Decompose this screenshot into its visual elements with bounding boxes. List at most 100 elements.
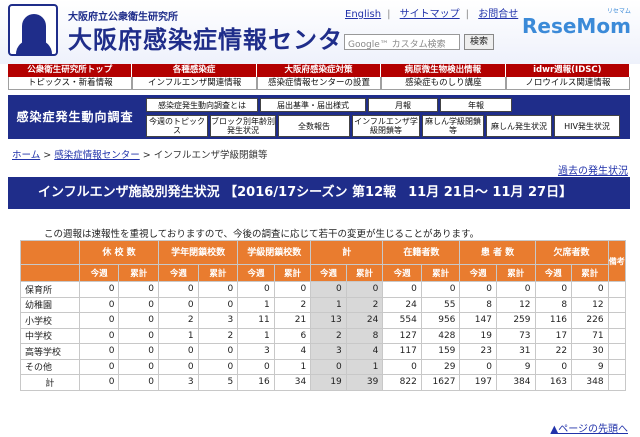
table-cell: 21 — [273, 312, 312, 329]
table-cell: 384 — [495, 374, 536, 391]
table-cell: 0 — [237, 281, 275, 298]
table-cell: 34 — [273, 374, 312, 391]
nav-osaka-measures[interactable]: 大阪府感染症対策 — [256, 64, 382, 77]
remarks-cell — [607, 374, 627, 391]
table-cell: 1 — [345, 358, 384, 375]
subheader-this-week: 今週 — [459, 264, 497, 282]
full-report-button[interactable]: 全数報告 — [278, 115, 350, 137]
brand-sub: リセマム — [606, 8, 631, 15]
subheader-this-week: 今週 — [310, 264, 347, 282]
remarks-cell — [607, 296, 627, 313]
criteria-button[interactable]: 届出基準・届出様式 — [260, 98, 366, 112]
table-cell: 2 — [273, 296, 312, 313]
hiv-status-button[interactable]: HIV発生状況 — [554, 115, 620, 137]
table-cell: 39 — [345, 374, 384, 391]
sitemap-link[interactable]: サイトマップ — [399, 9, 460, 20]
table-cell: 0 — [534, 281, 573, 298]
search-button[interactable]: 検索 — [464, 34, 494, 50]
survey-panel: 感染症発生動向調査 感染症発生動向調査とは 届出基準・届出様式 月報 年報 今週… — [8, 95, 630, 139]
table-cell: 0 — [495, 281, 536, 298]
subheader-this-week: 今週 — [534, 264, 573, 282]
table-cell: 8 — [534, 296, 573, 313]
nav-infectious-diseases[interactable]: 各種感染症 — [132, 64, 257, 77]
table-cell: 147 — [459, 312, 497, 329]
table-cell: 3 — [310, 343, 347, 360]
nav-norovirus[interactable]: ノロウイルス関連情報 — [505, 77, 631, 90]
table-cell: 0 — [78, 296, 120, 313]
header-absent: 欠席者数 — [534, 240, 609, 265]
breadcrumb-sep: > — [40, 150, 55, 161]
english-link[interactable]: English — [345, 9, 382, 20]
header-grade-closure: 学年閉鎖校数 — [158, 240, 239, 265]
table-cell: 0 — [118, 343, 160, 360]
table-row: 計 0 0 3 5 16 34 19 39 822 1627 197 384 163 348 — [20, 374, 627, 391]
subheader-blank — [20, 264, 80, 282]
nav-influenza-info[interactable]: インフルエンザ関連情報 — [132, 77, 257, 90]
table-cell: 0 — [534, 358, 573, 375]
row-label: 中学校 — [20, 327, 80, 344]
monthly-report-button[interactable]: 月報 — [368, 98, 438, 112]
org-title[interactable]: 大阪府感染症情報センター — [68, 26, 368, 54]
table-cell: 0 — [78, 327, 120, 344]
table-cell: 163 — [534, 374, 573, 391]
subheader-this-week: 今週 — [78, 264, 120, 282]
table-cell: 13 — [310, 312, 347, 329]
table-cell: 0 — [78, 281, 120, 298]
table-row: 中学校 0 0 1 2 1 6 2 8 127 428 19 73 17 71 — [20, 327, 627, 344]
subheader-cumulative: 累計 — [118, 264, 160, 282]
nav-pathogen-info[interactable]: 病原微生物検出情報 — [381, 64, 506, 77]
banner-title: インフルエンザ施設別発生状況 【2016/17シーズン 第12報 — [38, 185, 397, 200]
table-row: 幼稚園 0 0 0 0 1 2 1 2 24 55 8 12 8 12 — [20, 296, 627, 313]
table-cell: 1 — [273, 358, 312, 375]
row-label: 高等学校 — [20, 343, 80, 360]
table-cell: 0 — [382, 358, 422, 375]
table-cell: 0 — [382, 281, 422, 298]
table-cell: 0 — [118, 327, 160, 344]
table-cell: 0 — [420, 281, 461, 298]
breadcrumb-center[interactable]: 感染症情報センター — [54, 150, 140, 161]
institute-logo[interactable] — [8, 4, 58, 56]
nav-topics[interactable]: トピックス・新着情報 — [8, 77, 133, 90]
table-cell: 428 — [420, 327, 461, 344]
influenza-closure-button[interactable]: インフルエンザ学級閉鎖等 — [352, 115, 420, 137]
table-cell: 16 — [237, 374, 275, 391]
nav-idwr[interactable]: idwr週報(IDSC) — [505, 64, 631, 77]
table-cell: 1 — [158, 327, 199, 344]
measles-status-button[interactable]: 麻しん発生状況 — [486, 115, 552, 137]
influenza-table: 休 校 数 学年閉鎖校数 学級閉鎖校数 計 在籍者数 患 者 数 欠席者数 備考… — [20, 240, 627, 391]
nav-lecture[interactable]: 感染症ものしり講座 — [381, 77, 506, 90]
past-status-link[interactable]: 過去の発生状況 — [558, 166, 628, 177]
contact-link[interactable]: お問合せ — [478, 9, 519, 20]
row-label: 幼稚園 — [20, 296, 80, 313]
breadcrumb-home[interactable]: ホーム — [12, 150, 41, 161]
table-cell: 2 — [158, 312, 199, 329]
table-row: 高等学校 0 0 0 0 3 4 3 4 117 159 23 31 22 30 — [20, 343, 627, 360]
header-blank — [20, 240, 80, 265]
table-cell: 8 — [459, 296, 497, 313]
nav-institute-top[interactable]: 公衆衛生研究所トップ — [8, 64, 133, 77]
page-top-link[interactable]: ▲ページの先頭へ — [550, 424, 629, 435]
weekly-topics-button[interactable]: 今週のトピックス — [146, 115, 208, 137]
remarks-cell — [607, 358, 627, 375]
table-cell: 127 — [382, 327, 422, 344]
table-cell: 5 — [197, 374, 239, 391]
survey-about-button[interactable]: 感染症発生動向調査とは — [146, 98, 258, 112]
table-cell: 0 — [78, 358, 120, 375]
search-input[interactable]: Google™ カスタム検索 — [344, 34, 460, 50]
subheader-cumulative: 累計 — [571, 264, 609, 282]
table-cell: 73 — [495, 327, 536, 344]
table-cell: 8 — [345, 327, 384, 344]
header-patients: 患 者 数 — [459, 240, 536, 265]
remarks-cell — [607, 281, 627, 298]
subheader-cumulative: 累計 — [495, 264, 536, 282]
report-banner: インフルエンザ施設別発生状況 【2016/17シーズン 第12報 11月 21日～… — [8, 177, 630, 209]
table-cell: 0 — [118, 296, 160, 313]
table-row: その他 0 0 0 0 0 1 0 1 0 29 0 9 0 9 — [20, 358, 627, 375]
nav-center-setup[interactable]: 感染症情報センターの設置 — [256, 77, 382, 90]
measles-closure-button[interactable]: 麻しん学級閉鎖等 — [422, 115, 484, 137]
table-cell: 0 — [197, 358, 239, 375]
table-cell: 197 — [459, 374, 497, 391]
annual-report-button[interactable]: 年報 — [440, 98, 512, 112]
block-age-button[interactable]: ブロック別年齢別発生状況 — [210, 115, 276, 137]
table-cell: 22 — [534, 343, 573, 360]
